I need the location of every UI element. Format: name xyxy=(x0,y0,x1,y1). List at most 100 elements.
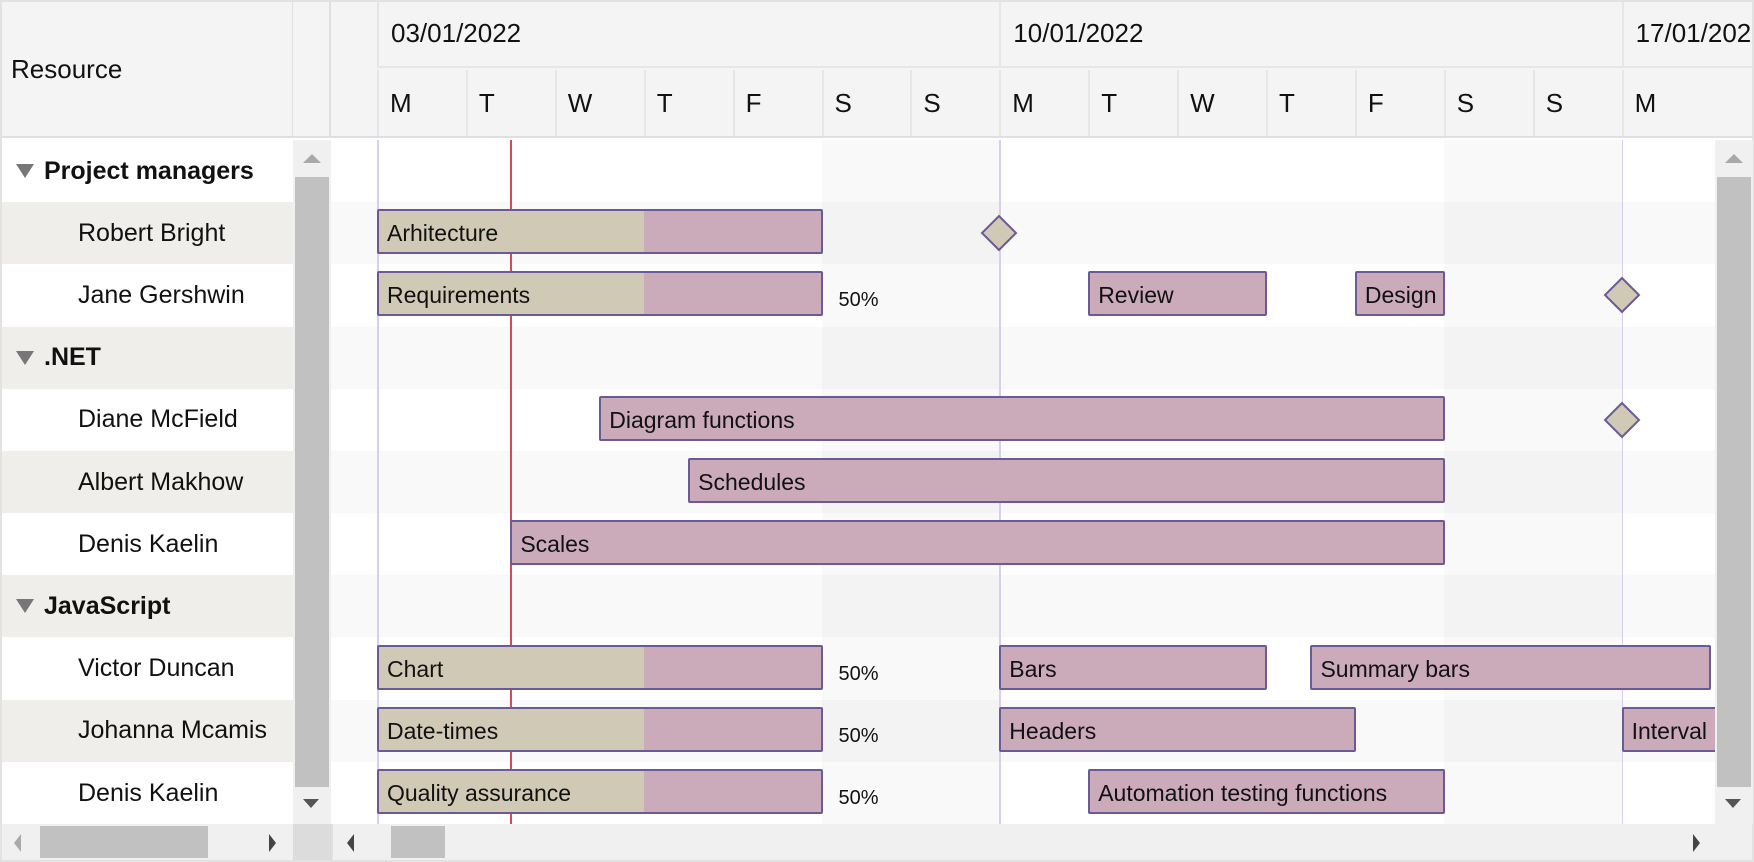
task-bar[interactable]: Schedules xyxy=(688,458,1445,503)
resource-horizontal-scrollbar[interactable] xyxy=(2,824,293,860)
task-bar[interactable]: Headers xyxy=(999,706,1356,752)
task-label: Quality assurance xyxy=(387,780,572,806)
scroll-up-icon[interactable] xyxy=(303,154,321,163)
scrollbar-thumb[interactable] xyxy=(1717,177,1751,787)
task-label: Schedules xyxy=(698,469,806,495)
day-header: S xyxy=(1443,70,1533,136)
task-bar[interactable]: Date-times xyxy=(377,706,823,752)
collapse-triangle-icon[interactable] xyxy=(16,164,34,178)
resource-name: Denis Kaelin xyxy=(78,778,219,807)
task-bar[interactable]: Automation testing functions xyxy=(1088,769,1445,814)
day-header: F xyxy=(732,70,822,136)
group-label: JavaScript xyxy=(44,591,171,620)
timeline-row xyxy=(331,575,1715,637)
scroll-up-icon[interactable] xyxy=(1725,154,1743,163)
resource-column-header[interactable]: Resource xyxy=(2,2,293,138)
task-label: Interval xyxy=(1631,717,1708,744)
resource-vertical-scrollbar[interactable] xyxy=(293,140,331,824)
task-bar[interactable]: Chart xyxy=(377,644,823,690)
scroll-down-icon[interactable] xyxy=(1725,799,1741,808)
group-row[interactable]: .NET xyxy=(2,326,293,389)
task-bar[interactable]: Bars xyxy=(999,644,1267,690)
scroll-left-icon[interactable] xyxy=(14,834,21,852)
task-bar[interactable]: Interval xyxy=(1621,706,1715,752)
week-line xyxy=(377,140,379,824)
resource-list: Project managers Robert Bright Jane Gershw… xyxy=(2,140,293,824)
resource-row[interactable]: Denis Kaelin xyxy=(2,513,293,576)
day-header: M xyxy=(999,70,1088,136)
resource-name: Denis Kaelin xyxy=(78,529,219,558)
resource-name: Jane Gershwin xyxy=(78,280,245,309)
resource-row[interactable]: Denis Kaelin xyxy=(2,762,293,824)
task-progress xyxy=(379,211,644,253)
scroll-left-icon[interactable] xyxy=(347,834,354,852)
resource-row[interactable]: Albert Makhow xyxy=(2,451,293,513)
task-progress xyxy=(379,771,644,812)
group-label: Project managers xyxy=(44,156,254,185)
timeline-vertical-scrollbar[interactable] xyxy=(1715,140,1753,824)
scroll-down-icon[interactable] xyxy=(303,799,319,808)
task-bar[interactable]: Review xyxy=(1088,271,1267,317)
day-header: S xyxy=(910,70,999,136)
day-header: F xyxy=(1354,70,1444,136)
task-progress xyxy=(379,708,644,750)
task-label: Diagram functions xyxy=(609,406,795,433)
task-label: Bars xyxy=(1009,655,1057,682)
resource-row[interactable]: Victor Duncan xyxy=(2,637,293,700)
task-label: Summary bars xyxy=(1320,655,1470,682)
task-label: Date-times xyxy=(387,717,499,744)
task-progress xyxy=(379,273,644,315)
day-header: S xyxy=(1532,70,1622,136)
resource-name: Victor Duncan xyxy=(78,654,235,683)
resource-row[interactable]: Diane McField xyxy=(2,388,293,451)
week-header: 03/01/2022 xyxy=(377,2,1000,68)
timeline-header: 03/01/202210/01/202217/01/2022MTWTFSSMTW… xyxy=(331,2,1752,138)
timeline-row xyxy=(331,327,1715,389)
week-header: 17/01/2022 xyxy=(1621,2,1752,68)
task-label: Chart xyxy=(387,655,444,682)
scroll-right-icon[interactable] xyxy=(1693,834,1700,852)
timeline-body: Arhitecture Requirements 50% Review Design Di… xyxy=(331,140,1715,824)
task-percent: 50% xyxy=(838,787,879,809)
task-percent: 50% xyxy=(838,662,879,685)
day-header: W xyxy=(554,70,644,136)
task-bar[interactable]: Diagram functions xyxy=(599,395,1445,441)
task-bar[interactable]: Requirements xyxy=(377,271,823,317)
resource-row[interactable]: Robert Bright xyxy=(2,202,293,265)
timeline-horizontal-scrollbar[interactable] xyxy=(331,824,1715,860)
scrollbar-thumb[interactable] xyxy=(295,177,329,787)
task-label: Automation testing functions xyxy=(1098,780,1388,806)
task-bar[interactable]: Summary bars xyxy=(1310,644,1712,690)
scrollbar-thumb[interactable] xyxy=(391,826,445,858)
resource-row[interactable]: Johanna Mcamis xyxy=(2,699,293,762)
day-header: T xyxy=(1266,70,1355,136)
scrollbar-corner xyxy=(293,824,331,860)
resource-header-label: Resource xyxy=(11,54,123,84)
resource-row[interactable]: Jane Gershwin xyxy=(2,264,293,327)
task-bar[interactable]: Quality assurance xyxy=(377,769,823,814)
task-label: Design xyxy=(1364,282,1437,309)
group-row[interactable]: JavaScript xyxy=(2,575,293,638)
day-header: W xyxy=(1177,70,1266,136)
resource-name: Robert Bright xyxy=(78,218,226,247)
group-row[interactable]: Project managers xyxy=(2,140,293,202)
header-spacer xyxy=(293,2,331,138)
day-header: M xyxy=(377,70,466,136)
today-line xyxy=(510,140,512,824)
task-label: Review xyxy=(1098,282,1174,309)
resource-name: Johanna Mcamis xyxy=(78,716,267,745)
task-bar[interactable]: Scales xyxy=(510,520,1445,566)
scroll-right-icon[interactable] xyxy=(269,834,276,852)
resource-name: Diane McField xyxy=(78,405,238,434)
task-bar[interactable]: Arhitecture xyxy=(377,209,823,255)
timeline-row xyxy=(331,140,1715,202)
scrollbar-thumb[interactable] xyxy=(40,826,208,858)
task-label: Scales xyxy=(520,531,590,558)
day-header: M xyxy=(1621,70,1711,136)
day-header: S xyxy=(821,70,911,136)
task-bar[interactable]: Design xyxy=(1354,271,1445,317)
group-label: .NET xyxy=(44,343,101,372)
task-label: Headers xyxy=(1009,717,1097,744)
collapse-triangle-icon[interactable] xyxy=(16,350,34,365)
collapse-triangle-icon[interactable] xyxy=(16,599,34,614)
